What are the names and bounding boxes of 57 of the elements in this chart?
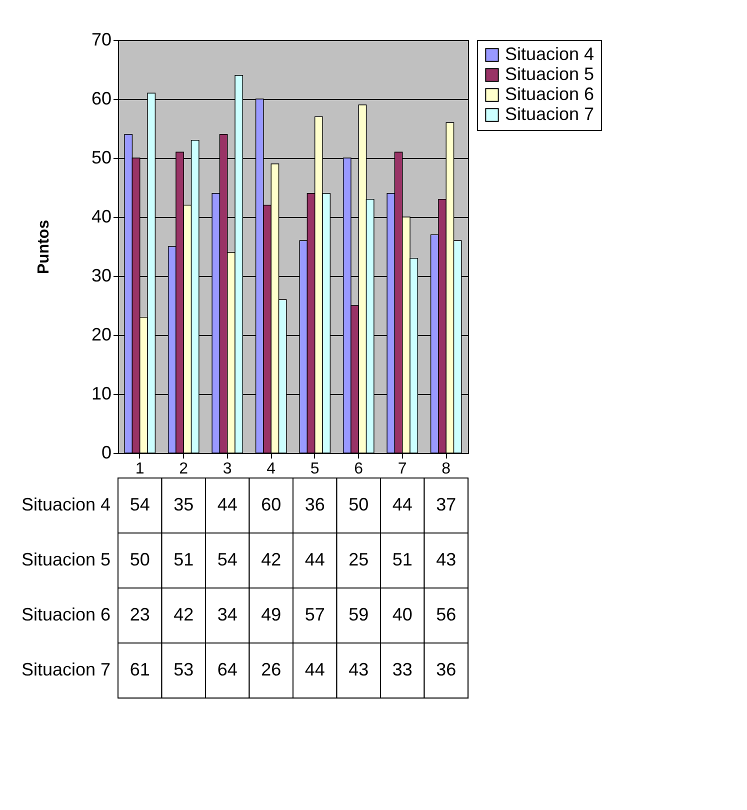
legend-label: Situacion 4 — [505, 44, 594, 64]
data-label: 50 — [348, 494, 369, 514]
text: Situacion 4 — [21, 494, 110, 514]
data-label: 51 — [174, 550, 194, 570]
data-label: 60 — [261, 494, 282, 514]
legend-label: Situacion 5 — [505, 64, 594, 84]
y-tick-label: 50 — [91, 148, 112, 168]
x-tick-label: 2 — [179, 460, 188, 478]
data-label: 59 — [348, 604, 369, 624]
data-label: 33 — [392, 660, 412, 680]
data-label: 50 — [130, 550, 150, 570]
data-label: 25 — [348, 550, 369, 570]
data-label: 42 — [261, 550, 282, 570]
data-label: 44 — [392, 494, 412, 514]
data-label: 44 — [304, 550, 325, 570]
y-tick-label: 10 — [91, 384, 112, 404]
y-tick-label: 70 — [91, 30, 112, 50]
x-tick-label: 3 — [222, 460, 232, 478]
y-tick-label: 0 — [101, 442, 112, 462]
legend-label: Situacion 6 — [505, 84, 594, 104]
legend-label: Situacion 7 — [505, 104, 594, 124]
data-label: 23 — [130, 604, 150, 624]
data-label: 44 — [304, 660, 325, 680]
data-label: 40 — [392, 604, 412, 624]
x-tick-label: 7 — [398, 460, 407, 478]
y-tick-label: 20 — [91, 324, 112, 344]
x-tick-label: 5 — [310, 460, 320, 478]
data-label: 42 — [174, 604, 194, 624]
text: Situacion 5 — [21, 550, 110, 570]
y-axis-title: Puntos — [35, 220, 52, 274]
data-label: 61 — [130, 660, 150, 680]
data-label: 37 — [436, 494, 456, 514]
data-label: 34 — [217, 604, 238, 624]
data-label: 43 — [436, 550, 456, 570]
x-tick-label: 1 — [135, 460, 144, 478]
data-label: 44 — [217, 494, 238, 514]
data-label: 43 — [348, 660, 369, 680]
data-label: 51 — [392, 550, 412, 570]
data-label: 36 — [436, 660, 456, 680]
text: Situacion 6 — [21, 604, 110, 624]
x-tick-label: 6 — [354, 460, 364, 478]
data-label: 35 — [174, 494, 194, 514]
data-label: 56 — [436, 604, 456, 624]
data-label: 64 — [217, 660, 238, 680]
data-label: 54 — [130, 494, 150, 514]
text: Situacion 7 — [21, 660, 110, 680]
y-tick-label: 40 — [91, 206, 112, 226]
data-label: 49 — [261, 604, 282, 624]
x-tick-label: 4 — [266, 460, 276, 478]
data-label: 53 — [174, 660, 194, 680]
x-tick-label: 8 — [442, 460, 451, 478]
data-label: 57 — [304, 604, 325, 624]
data-label: 54 — [217, 550, 238, 570]
data-label: 26 — [261, 660, 282, 680]
data-label: 36 — [304, 494, 325, 514]
y-tick-label: 60 — [91, 88, 112, 108]
y-tick-label: 30 — [91, 266, 112, 286]
